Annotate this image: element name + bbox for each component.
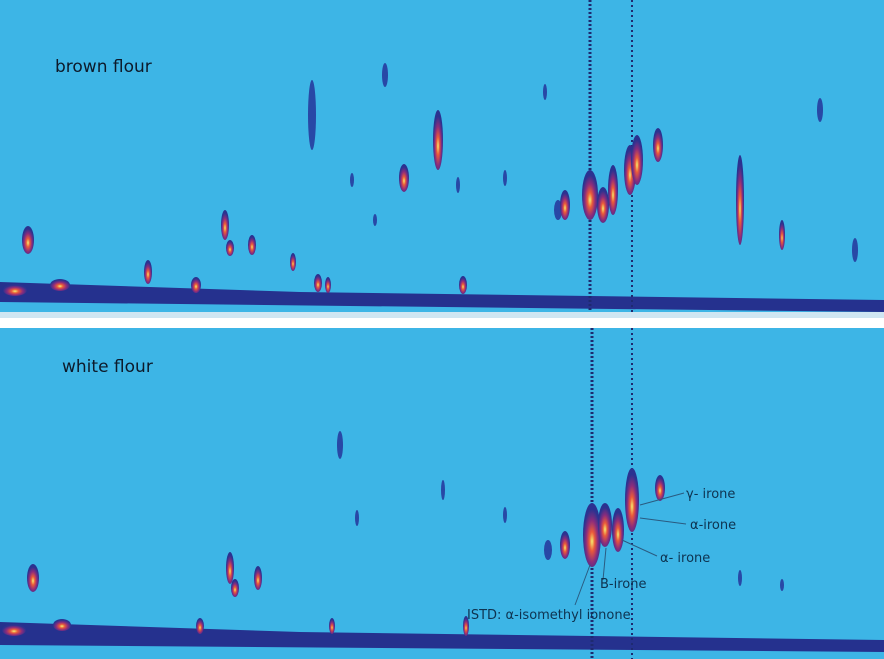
peak [597,187,609,223]
peak [608,165,618,215]
leader-line [639,517,687,525]
peak [226,240,234,256]
peak [254,566,262,590]
peak [852,238,858,262]
annotation: α- irone [660,551,710,566]
peak [441,480,445,500]
peak [325,277,331,293]
peak [53,619,71,631]
peak [226,552,234,584]
peak [2,624,26,636]
peak [625,468,639,532]
peak [598,503,612,547]
peak [560,190,570,220]
peak [582,170,598,220]
peak [144,260,152,284]
leader-line [574,564,591,606]
peak [337,431,343,459]
peak [3,284,27,296]
peak [817,98,823,122]
peak [459,276,467,294]
panel-background [0,0,884,318]
annotation: ISTD: α-isomethyl ionone [467,608,631,623]
peak [736,155,744,245]
peak [738,570,742,586]
annotation: α-irone [690,518,736,533]
peak [248,235,256,255]
peak [653,128,663,162]
peaks [2,431,784,636]
panel-label: brown flour [55,57,152,77]
peak [308,80,316,150]
baseline-band [0,282,884,312]
leader-lines [574,492,687,606]
peak [191,277,201,293]
peak [221,210,229,240]
peak [543,84,547,100]
peak [779,220,785,250]
peak [231,579,239,597]
annotation: γ- irone [686,487,735,502]
peak [290,253,296,271]
panel-label: white flour [62,357,153,377]
peak [27,564,39,592]
peak [355,510,359,526]
peak [314,274,322,292]
peak [382,63,388,87]
peak [456,177,460,193]
peak [433,110,443,170]
peak [373,214,377,226]
peak [560,531,570,559]
divider [0,318,884,328]
peak [780,579,784,591]
peak [196,618,204,634]
leader-line [639,492,685,506]
peak [583,503,601,567]
peak [503,507,507,523]
baseline-band [0,622,884,652]
peak [329,618,335,634]
peak [631,135,643,185]
axis-strip [0,312,884,318]
peak [655,475,665,501]
leader-line [602,547,607,581]
peak [50,279,70,291]
peak [463,616,469,636]
annotation: B-irone [600,577,646,592]
peak [399,164,409,192]
peak [544,540,552,560]
leader-line [621,539,658,557]
peak [22,226,34,254]
peak [612,508,624,552]
peak [503,170,507,186]
peak [350,173,354,187]
peaks [3,63,858,296]
